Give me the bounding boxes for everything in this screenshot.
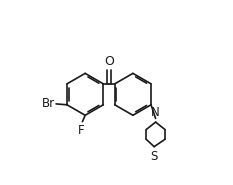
Text: N: N: [151, 106, 160, 119]
Text: O: O: [104, 55, 114, 68]
Text: S: S: [151, 150, 158, 163]
Text: F: F: [78, 124, 85, 137]
Text: Br: Br: [42, 97, 55, 110]
